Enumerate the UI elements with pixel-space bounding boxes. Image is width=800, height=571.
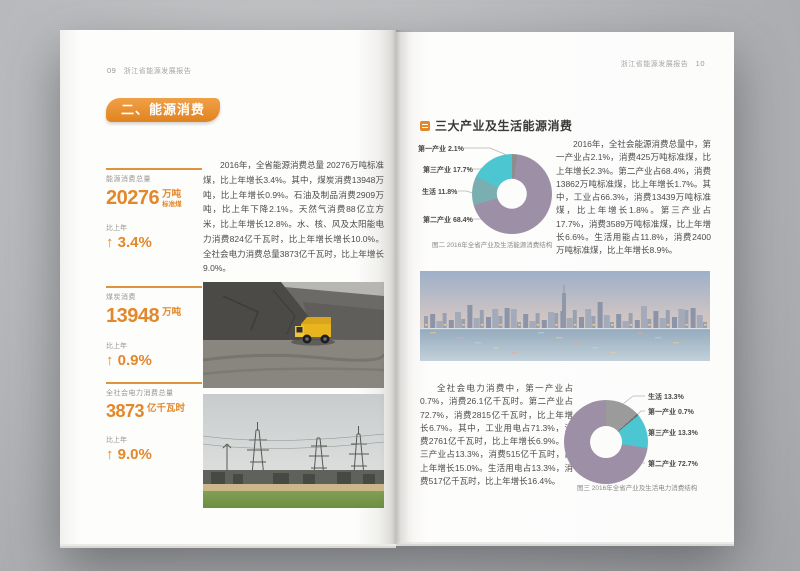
chart2-label-primary: 第一产业 0.7% xyxy=(648,409,694,416)
section-badge: 二、能源消费 xyxy=(106,98,220,122)
electricity-structure-donut-chart xyxy=(564,400,648,484)
stat-label: 能源消费总量 xyxy=(106,176,151,183)
brochure-spread: 09 浙江省能源发展报告 二、能源消费 能源消费总量 20276 万吨 标准煤 比上… xyxy=(60,30,734,544)
stat-value-row: 3873 亿千瓦时 xyxy=(106,401,202,422)
dump-truck xyxy=(295,317,331,344)
section-marker-icon xyxy=(420,121,430,131)
chart1-label-secondary: 第二产业 68.4% xyxy=(423,217,473,224)
stat-unit: 万吨 xyxy=(162,307,182,318)
stat-unit: 万吨 标准煤 xyxy=(162,189,182,208)
chart1-label-tertiary: 第三产业 17.7% xyxy=(423,167,473,174)
stat-change-label: 比上年 xyxy=(106,343,127,350)
stat-change-label: 比上年 xyxy=(106,437,127,444)
stat-unit-sub: 标准煤 xyxy=(162,200,182,208)
right-page-number: 10 xyxy=(695,59,705,68)
stat-value-row: 20276 万吨 标准煤 xyxy=(106,187,202,210)
stat-label: 全社会电力消费总量 xyxy=(106,390,174,397)
section-title: 三大产业及生活能源消费 xyxy=(420,117,573,134)
stat-change: ↑ 3.4% xyxy=(106,234,152,251)
energy-consumption-paragraph: 2016年，全省能源消费总量 20276万吨标准煤，比上年增长3.4%。其中，煤… xyxy=(203,160,384,274)
up-arrow-icon: ↑ xyxy=(106,234,114,251)
donut-hole xyxy=(496,178,528,210)
left-page: 09 浙江省能源发展报告 二、能源消费 能源消费总量 20276 万吨 标准煤 比上… xyxy=(60,30,396,544)
substation-photo xyxy=(203,394,384,508)
stat-electricity: 全社会电力消费总量 3873 亿千瓦时 比上年 ↑ 9.0% xyxy=(106,382,202,463)
stat-change: ↑ 0.9% xyxy=(106,352,152,369)
chart1-label-residential: 生活 11.8% xyxy=(422,189,458,196)
city-skyline-photo xyxy=(420,271,710,361)
stat-coal: 煤炭消费 13948 万吨 比上年 ↑ 0.9% xyxy=(106,286,202,369)
stat-change-label: 比上年 xyxy=(106,225,127,232)
chart1-label-primary: 第一产业 2.1% xyxy=(418,146,464,153)
chart2-label-tertiary: 第三产业 13.3% xyxy=(648,430,698,437)
stat-value: 3873 xyxy=(106,401,145,421)
stat-value: 20276 xyxy=(106,187,160,209)
coal-mine-photo xyxy=(203,282,384,388)
chart2-label-secondary: 第二产业 72.7% xyxy=(648,461,698,468)
figure3-caption: 图三 2016年全省产业及生活电力消费结构 xyxy=(577,485,698,492)
left-header-title: 浙江省能源发展报告 xyxy=(123,68,192,75)
figure2-caption: 图二 2016年全省产业及生活能源消费结构 xyxy=(432,242,553,249)
right-header-title: 浙江省能源发展报告 xyxy=(620,61,689,68)
stat-label: 煤炭消费 xyxy=(106,294,136,301)
energy-structure-paragraph: 2016年，全社会能源消费总量中，第一产业占2.1%，消费425万吨标准煤，比上… xyxy=(556,139,711,255)
up-arrow-icon: ↑ xyxy=(106,446,114,463)
left-page-number: 09 xyxy=(107,66,117,75)
stat-energy-total: 能源消费总量 20276 万吨 标准煤 比上年 ↑ 3.4% xyxy=(106,168,202,251)
left-page-header: 09 浙江省能源发展报告 xyxy=(107,66,191,76)
up-arrow-icon: ↑ xyxy=(106,352,114,369)
stat-change: ↑ 9.0% xyxy=(106,446,152,463)
donut-hole xyxy=(590,426,622,458)
right-page-header: 浙江省能源发展报告 10 xyxy=(621,59,710,69)
electricity-structure-paragraph: 全社会电力消费中，第一产业占0.7%，消费26.1亿千瓦时。第二产业占72.7%… xyxy=(420,383,573,486)
stat-unit: 亿千瓦时 xyxy=(147,403,186,414)
energy-structure-donut-chart xyxy=(472,154,552,234)
stat-value-row: 13948 万吨 xyxy=(106,305,202,328)
stat-value: 13948 xyxy=(106,305,160,327)
chart2-label-residential: 生活 13.3% xyxy=(648,394,684,401)
right-page: 浙江省能源发展报告 10 三大产业及生活能源消费 第一产业 2.1% 第三产业 xyxy=(396,32,734,542)
skyline-illustration xyxy=(420,271,710,361)
coal-mine-illustration xyxy=(203,282,384,388)
substation-illustration xyxy=(203,394,384,508)
